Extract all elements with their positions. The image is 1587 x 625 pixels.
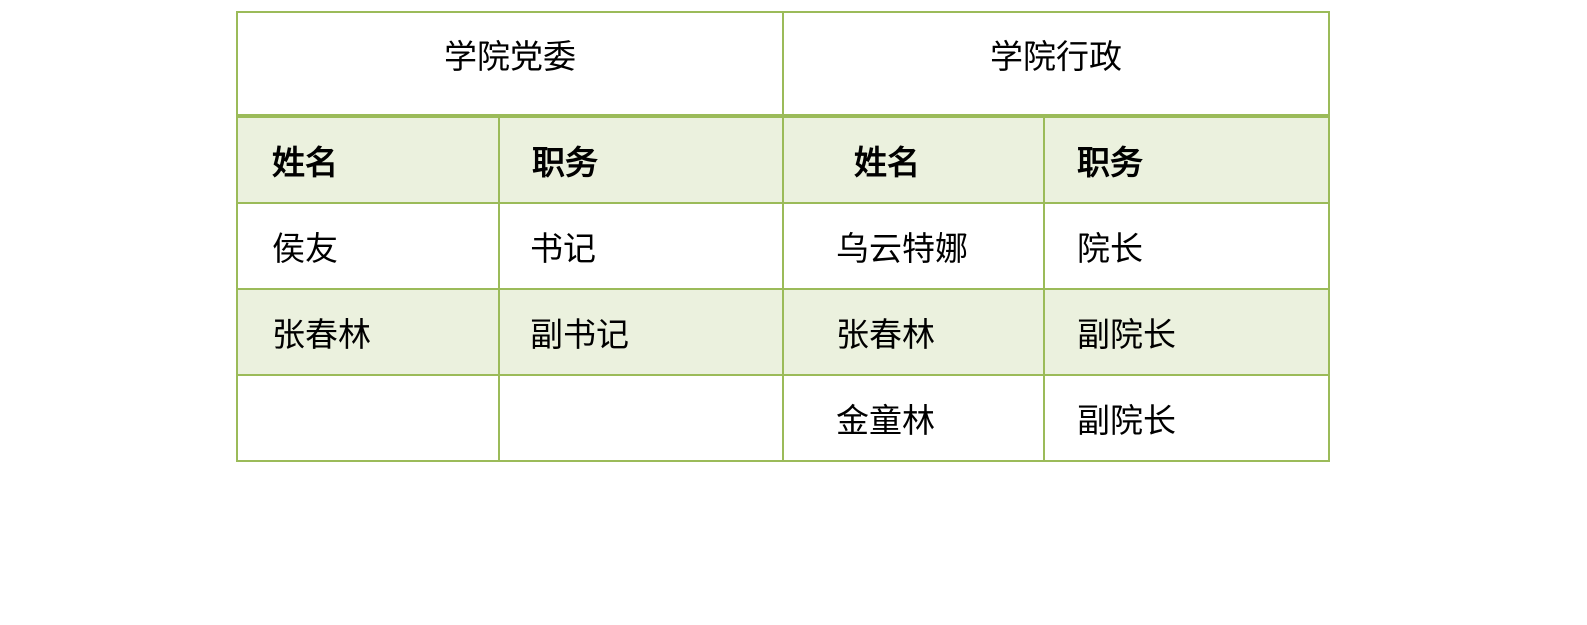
cell: 侯友 <box>236 202 500 290</box>
group-administration: 学院行政 <box>782 11 1330 117</box>
cell: 副书记 <box>498 288 784 376</box>
table-row: 侯友 书记 乌云特娜 院长 <box>236 202 1330 290</box>
group-header-row: 学院党委 学院行政 <box>236 11 1330 117</box>
cell: 张春林 <box>782 288 1045 376</box>
cell: 书记 <box>498 202 784 290</box>
table-row: 金童林 副院长 <box>236 374 1330 462</box>
cell <box>236 374 500 462</box>
cell: 金童林 <box>782 374 1045 462</box>
cell: 张春林 <box>236 288 500 376</box>
cell: 副院长 <box>1043 374 1330 462</box>
leadership-table: 学院党委 学院行政 姓名 职务 姓名 职务 侯友 书记 乌云特娜 院长 张春林 … <box>236 11 1330 462</box>
cell: 院长 <box>1043 202 1330 290</box>
table-row: 张春林 副书记 张春林 副院长 <box>236 288 1330 376</box>
cell: 乌云特娜 <box>782 202 1045 290</box>
cell: 副院长 <box>1043 288 1330 376</box>
header-position: 职务 <box>498 115 784 204</box>
header-name: 姓名 <box>236 115 500 204</box>
group-party-committee: 学院党委 <box>236 11 784 117</box>
header-position: 职务 <box>1043 115 1330 204</box>
header-name: 姓名 <box>782 115 1045 204</box>
cell <box>498 374 784 462</box>
column-header-row: 姓名 职务 姓名 职务 <box>236 115 1330 204</box>
